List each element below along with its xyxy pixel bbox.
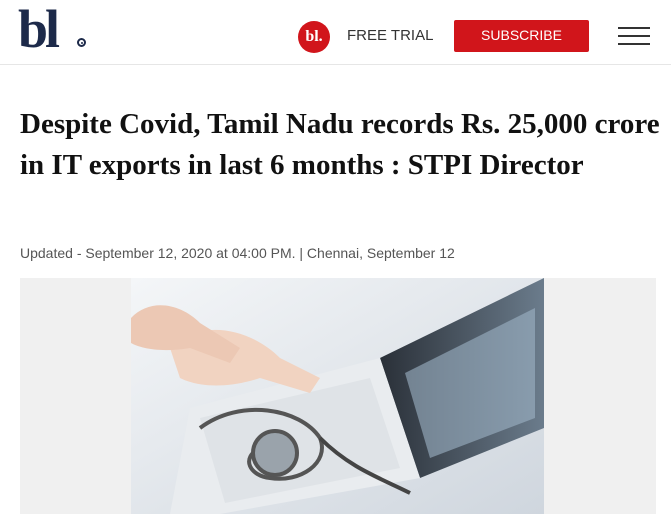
photo	[131, 278, 544, 514]
logo[interactable]: bl	[18, 0, 60, 59]
dateline: Updated - September 12, 2020 at 04:00 PM…	[20, 245, 455, 261]
article-image	[20, 278, 656, 514]
site-header: bl bl. FREE TRIAL SUBSCRIBE	[0, 0, 671, 65]
headline: Despite Covid, Tamil Nadu records Rs. 25…	[20, 108, 660, 181]
logo-mark	[77, 38, 86, 47]
subscribe-button[interactable]: SUBSCRIBE	[454, 20, 589, 52]
free-trial-link[interactable]: FREE TRIAL	[347, 27, 434, 44]
trial-badge[interactable]: bl.	[298, 21, 330, 53]
menu-button[interactable]	[618, 27, 650, 47]
